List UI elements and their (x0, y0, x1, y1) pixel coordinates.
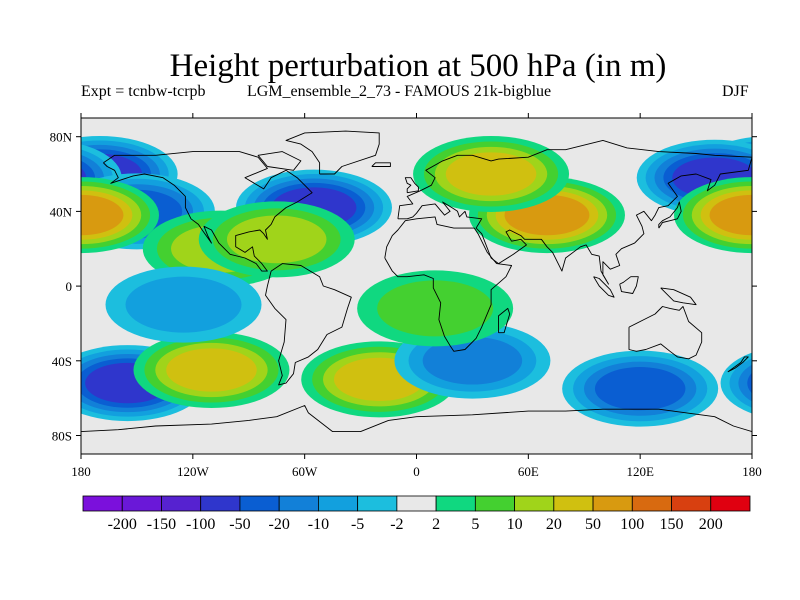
contour-band (166, 348, 257, 392)
contour-band (125, 276, 242, 333)
axis-ticks: 180 120W 60W 0 60E 120E 180 80N 40N 0 40S 80S (50, 113, 762, 479)
colorbar-label: -10 (308, 516, 329, 533)
colorbar-swatch (239, 495, 280, 512)
colorbar-label: 100 (620, 516, 644, 533)
colorbar-label: -200 (108, 516, 137, 533)
season-label: DJF (722, 83, 749, 100)
colorbar-swatch (200, 495, 241, 512)
coastline-greenland (285, 130, 380, 175)
anomaly-cell-14 (198, 201, 355, 278)
contour-band (709, 194, 752, 236)
colorbar-swatch (396, 495, 437, 512)
x-tick-label: 60W (292, 464, 318, 479)
y-tick-label: 0 (66, 279, 73, 294)
colorbar-label: 10 (507, 516, 523, 533)
colorbar-label: 2 (432, 516, 440, 533)
colorbar-label: -100 (186, 516, 215, 533)
coastlines (81, 130, 752, 433)
contour-band (751, 208, 752, 214)
contour-band (226, 215, 327, 264)
coastline-africa (384, 216, 513, 352)
anomaly-cell-6 (81, 177, 752, 254)
x-tick-label: 120W (177, 464, 210, 479)
anomaly-cell-7 (133, 332, 290, 408)
colorbar-swatch (435, 495, 476, 512)
colorbar-swatch (278, 495, 319, 512)
colorbar-label: 200 (699, 516, 723, 533)
contour-band (81, 168, 87, 188)
colorbar-label: -5 (351, 516, 364, 533)
colorbar: -200 -150 -100 -50 -20 -10 -5 -2 2 5 10 20 50 100 150 2… (82, 495, 751, 533)
colorbar-swatch (161, 495, 202, 512)
coastline-australia (628, 306, 703, 360)
x-tick-label: 180 (71, 464, 91, 479)
coastline-new-guinea (660, 287, 697, 306)
contour-band (594, 367, 686, 411)
contour-band (747, 372, 752, 394)
colorbar-label: -20 (269, 516, 290, 533)
coastline-iceland (371, 162, 391, 167)
colorbar-swatch (318, 495, 359, 512)
coastline-great-britain (404, 177, 419, 194)
x-tick-label: 120E (626, 464, 654, 479)
anomaly-cell-15 (357, 270, 514, 347)
anomaly-cell-13 (105, 266, 262, 343)
y-tick-label: 80N (50, 130, 73, 145)
contour-band (445, 152, 537, 196)
contour-field (81, 118, 752, 454)
colorbar-label: 5 (471, 516, 479, 533)
x-tick-label: 60E (518, 464, 539, 479)
colorbar-swatch (671, 495, 712, 512)
colorbar-swatch (121, 495, 162, 512)
coastline-madagascar (498, 307, 511, 334)
colorbar-swatch (514, 495, 555, 512)
colorbar-swatch (592, 495, 633, 512)
colorbar-swatch (357, 495, 398, 512)
colorbar-label: -50 (229, 516, 250, 533)
contour-band (377, 280, 494, 337)
contour-band (422, 336, 523, 385)
x-tick-label: 0 (413, 464, 420, 479)
run-label: LGM_ensemble_2_73 - FAMOUS 21k-bigblue (247, 83, 552, 100)
anomaly-cell-9 (413, 136, 570, 212)
y-tick-label: 40N (50, 204, 73, 219)
colorbar-swatch (553, 495, 594, 512)
colorbar-label: -2 (390, 516, 403, 533)
y-tick-label: 80S (52, 429, 72, 444)
coastline-new-zealand (727, 356, 749, 373)
colorbar-label: 150 (660, 516, 684, 533)
coastline-antarctica (81, 405, 752, 433)
page-title: Height perturbation at 500 hPa (in m) (169, 48, 667, 84)
coastline-baffin (257, 151, 302, 171)
colorbar-swatch (631, 495, 672, 512)
contour-band (738, 364, 752, 402)
coastline-south-america (265, 263, 352, 386)
coastline-north-america (103, 151, 313, 272)
colorbar-label: -150 (147, 516, 176, 533)
anomaly-cell-11 (562, 350, 719, 427)
experiment-label: Expt = tcnbw-tcrpb (81, 83, 206, 100)
coastline-sumatra (593, 276, 615, 298)
colorbar-label: 20 (546, 516, 562, 533)
y-tick-label: 40S (52, 354, 72, 369)
colorbar-swatch (82, 495, 123, 512)
coastline-eurasia (397, 139, 752, 285)
colorbar-swatch (474, 495, 515, 512)
x-tick-label: 180 (742, 464, 762, 479)
colorbar-swatch (710, 495, 751, 512)
coastline-borneo (619, 276, 639, 294)
contour-band (81, 194, 124, 236)
coastline-japan (658, 201, 682, 229)
colorbar-label: 50 (585, 516, 601, 533)
